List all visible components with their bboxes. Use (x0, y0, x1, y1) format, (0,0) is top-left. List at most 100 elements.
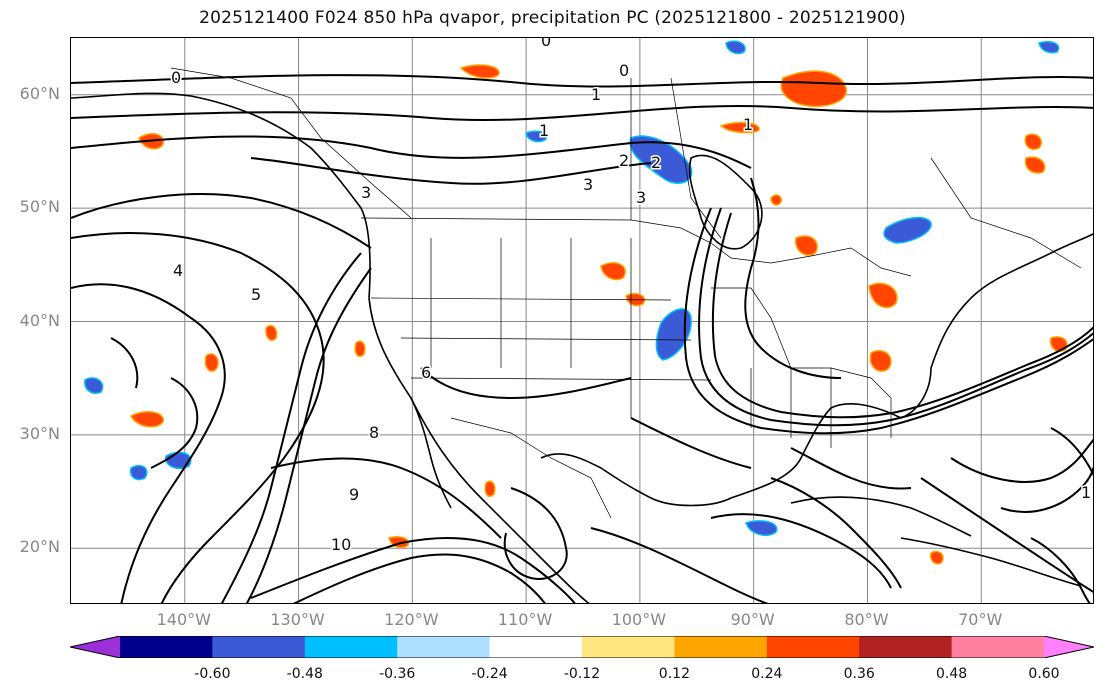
longitude-label: 130°W (270, 610, 325, 629)
contour-line (950, 438, 1093, 483)
contour-line (71, 193, 372, 249)
border-line (450, 417, 612, 519)
precip-positive-patches (130, 64, 1068, 565)
precip-patch (484, 480, 496, 498)
contour-line (1050, 427, 1093, 477)
contour-value-label: 1 (591, 85, 601, 104)
contour-line (245, 267, 372, 603)
precip-patch (1024, 133, 1043, 150)
contour-line (630, 417, 752, 469)
colorbar-tick-label: 0.24 (751, 666, 783, 682)
precip-patch (600, 262, 626, 281)
longitude-label: 140°W (156, 610, 211, 629)
colorbar-bin (304, 636, 398, 658)
colorbar-tick-label: -0.48 (286, 666, 323, 682)
contour-line (110, 337, 139, 389)
colorbar-tick-label: 0.12 (658, 666, 690, 682)
colorbar-tick-label: 0.48 (936, 666, 968, 682)
longitude-label: 110°W (497, 610, 553, 629)
contour-line (71, 232, 325, 603)
coastline (688, 154, 763, 250)
precip-patch (204, 353, 219, 372)
longitude-label: 70°W (958, 610, 1003, 629)
precip-patch (929, 550, 944, 565)
colorbar-bin (1044, 636, 1094, 658)
precip-patch (1024, 156, 1046, 174)
colorbar-bin (859, 636, 953, 658)
contour-value-label: 0 (171, 68, 181, 87)
precip-patch (459, 64, 500, 79)
graticule (71, 38, 1093, 603)
precip-patch (794, 235, 818, 256)
precip-patch (745, 520, 778, 536)
contour-value-label: 2 (619, 151, 629, 170)
contour-value-label: 5 (251, 285, 261, 304)
contour-value-label: 3 (583, 175, 593, 194)
colorbar-bin (212, 636, 306, 658)
contour-line (270, 457, 502, 539)
contour-value-label: 1 (743, 115, 753, 134)
qvapor-contours (71, 74, 1093, 603)
contour-line (920, 477, 1093, 593)
colorbar-bin (397, 636, 491, 658)
latitude-label: 20°N (19, 537, 60, 557)
contour-value-label: 1 (539, 121, 549, 140)
contour-line (1000, 466, 1093, 513)
precip-patch (719, 121, 760, 134)
precip-patch (868, 282, 898, 309)
coastline (71, 92, 590, 603)
precip-patch (629, 135, 693, 184)
contour-line (683, 207, 1093, 435)
contour-value-label: 6 (421, 363, 431, 382)
colorbar-bin (120, 636, 213, 658)
contour-value-label: 8 (369, 423, 379, 442)
colorbar-tick-label: -0.24 (471, 666, 508, 682)
contour-line (71, 104, 1093, 122)
map-panel: 00011122333456891011 (70, 37, 1094, 604)
longitude-label: 120°W (384, 610, 439, 629)
colorbar-bin (766, 636, 860, 658)
precip-patch (883, 216, 932, 244)
border-line (930, 157, 1082, 269)
border-line (430, 238, 632, 418)
colorbar (70, 636, 1094, 658)
precip-patch (354, 340, 366, 358)
colorbar-tick-label: 0.60 (1028, 666, 1060, 682)
precip-patch (525, 130, 548, 143)
contour-line (698, 207, 1093, 427)
contour-line (790, 447, 912, 490)
precip-patch (770, 194, 783, 206)
contour-value-label: 0 (541, 38, 551, 50)
map-canvas: 00011122333456891011 (71, 38, 1094, 603)
longitude-label: 80°W (844, 610, 889, 629)
contour-line (770, 477, 902, 589)
border-line (360, 217, 912, 277)
contour-value-label: 11 (1081, 483, 1094, 502)
latitude-label: 30°N (19, 423, 60, 443)
precip-patch (869, 349, 892, 372)
colorbar-bin (674, 636, 768, 658)
colorbar-tick-label: -0.60 (194, 666, 231, 682)
contour-line (250, 157, 652, 185)
colorbar-tick-label: -0.36 (379, 666, 416, 682)
contour-value-label: 10 (331, 535, 351, 554)
longitude-label: 100°W (611, 610, 667, 629)
coastline (900, 537, 1082, 587)
contour-line (71, 283, 226, 603)
coastline (410, 397, 452, 509)
map-title: 2025121400 F024 850 hPa qvapor, precipit… (199, 8, 906, 28)
border-line (370, 297, 712, 381)
colorbar-bin (951, 636, 1045, 658)
coastline (540, 233, 1093, 507)
colorbar-bin (489, 636, 583, 658)
contour-line (1030, 537, 1091, 603)
contour-line (420, 367, 632, 400)
contour-labels: 00011122333456891011 (170, 38, 1094, 556)
colorbar-tick-label: -0.12 (563, 666, 601, 682)
precip-patch (655, 308, 692, 361)
colorbar-bin (70, 636, 120, 658)
precip-patch (1038, 40, 1060, 54)
latitude-label: 40°N (19, 310, 60, 330)
border-line (750, 368, 832, 448)
latitude-label: 50°N (19, 197, 60, 217)
